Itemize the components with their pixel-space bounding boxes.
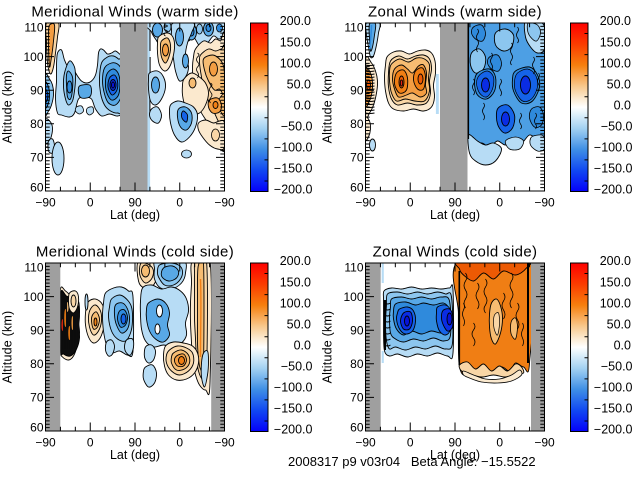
svg-text:2008317 p9 v03r04 Beta Angle: 2008317 p9 v03r04 Beta Angle: −15.5522 [288, 454, 536, 469]
svg-text:−150.0: −150.0 [274, 402, 313, 416]
svg-text:80: 80 [30, 117, 44, 131]
svg-text:90: 90 [128, 196, 142, 210]
svg-text:0: 0 [87, 436, 94, 450]
svg-text:90: 90 [350, 324, 364, 338]
svg-text:−100.0: −100.0 [594, 381, 633, 395]
svg-text:Zonal Winds (cold side): Zonal Winds (cold side) [373, 244, 538, 261]
svg-text:100: 100 [23, 50, 43, 64]
svg-text:100: 100 [343, 50, 363, 64]
svg-text:80: 80 [350, 117, 364, 131]
svg-text:−200.0: −200.0 [274, 183, 313, 197]
svg-text:90: 90 [30, 324, 44, 338]
svg-text:90: 90 [30, 84, 44, 98]
svg-text:Lat (deg): Lat (deg) [430, 448, 480, 462]
svg-text:100.0: 100.0 [600, 56, 631, 70]
svg-text:−150.0: −150.0 [594, 162, 633, 176]
svg-text:−50.0: −50.0 [281, 360, 313, 374]
svg-text:90: 90 [448, 436, 462, 450]
svg-text:−90: −90 [35, 436, 56, 450]
svg-text:0: 0 [496, 196, 503, 210]
svg-text:100.0: 100.0 [280, 296, 311, 310]
svg-text:0.0: 0.0 [614, 338, 631, 352]
svg-text:50.0: 50.0 [607, 77, 631, 91]
svg-text:0.0: 0.0 [294, 99, 311, 113]
svg-text:−200.0: −200.0 [594, 183, 633, 197]
svg-text:0: 0 [176, 436, 183, 450]
svg-text:50.0: 50.0 [607, 317, 631, 331]
svg-text:Zonal Winds (warm side): Zonal Winds (warm side) [368, 4, 542, 21]
svg-text:Meridional Winds (cold side): Meridional Winds (cold side) [36, 244, 234, 261]
svg-text:−90: −90 [355, 196, 376, 210]
svg-text:0: 0 [496, 436, 503, 450]
svg-text:−150.0: −150.0 [594, 402, 633, 416]
svg-text:Altitude (km): Altitude (km) [321, 71, 335, 144]
svg-text:150.0: 150.0 [600, 35, 631, 49]
svg-text:−90: −90 [355, 436, 376, 450]
svg-text:−90: −90 [35, 196, 56, 210]
svg-text:60: 60 [350, 180, 364, 194]
svg-text:100: 100 [23, 290, 43, 304]
svg-text:150.0: 150.0 [600, 275, 631, 289]
svg-text:200.0: 200.0 [600, 254, 631, 268]
svg-text:110: 110 [344, 20, 363, 34]
svg-text:0: 0 [407, 196, 414, 210]
svg-text:50.0: 50.0 [287, 317, 311, 331]
svg-text:60: 60 [30, 420, 44, 434]
svg-text:90: 90 [128, 436, 142, 450]
svg-text:−90: −90 [534, 436, 555, 450]
svg-text:Meridional Winds (warm side): Meridional Winds (warm side) [31, 4, 238, 21]
svg-text:60: 60 [30, 180, 44, 194]
svg-text:Lat (deg): Lat (deg) [110, 208, 160, 222]
svg-text:60: 60 [350, 420, 364, 434]
svg-text:Altitude (km): Altitude (km) [1, 311, 15, 384]
svg-text:200.0: 200.0 [280, 254, 311, 268]
svg-text:70: 70 [350, 391, 364, 405]
svg-text:100.0: 100.0 [600, 296, 631, 310]
svg-text:70: 70 [350, 151, 364, 165]
svg-text:−100.0: −100.0 [274, 381, 313, 395]
svg-text:70: 70 [30, 391, 44, 405]
svg-text:−200.0: −200.0 [274, 423, 313, 437]
svg-text:100.0: 100.0 [280, 56, 311, 70]
svg-text:200.0: 200.0 [600, 14, 631, 28]
svg-text:100: 100 [343, 290, 363, 304]
svg-text:−200.0: −200.0 [594, 423, 633, 437]
svg-text:110: 110 [24, 260, 43, 274]
svg-text:Lat (deg): Lat (deg) [110, 448, 160, 462]
svg-text:Altitude (km): Altitude (km) [1, 71, 15, 144]
svg-text:150.0: 150.0 [280, 35, 311, 49]
svg-text:110: 110 [24, 20, 43, 34]
svg-text:0: 0 [176, 196, 183, 210]
svg-text:−90: −90 [214, 196, 235, 210]
svg-text:−50.0: −50.0 [281, 120, 313, 134]
svg-text:Altitude (km): Altitude (km) [321, 311, 335, 384]
svg-text:90: 90 [350, 84, 364, 98]
svg-text:−50.0: −50.0 [601, 120, 633, 134]
svg-text:150.0: 150.0 [280, 275, 311, 289]
svg-text:80: 80 [350, 357, 364, 371]
svg-text:0.0: 0.0 [294, 338, 311, 352]
svg-text:90: 90 [448, 196, 462, 210]
svg-text:−50.0: −50.0 [601, 360, 633, 374]
svg-text:0: 0 [87, 196, 94, 210]
svg-text:110: 110 [344, 260, 363, 274]
svg-text:−150.0: −150.0 [274, 162, 313, 176]
svg-text:−100.0: −100.0 [274, 141, 313, 155]
svg-text:50.0: 50.0 [287, 77, 311, 91]
svg-text:−90: −90 [214, 436, 235, 450]
svg-text:70: 70 [30, 151, 44, 165]
svg-text:80: 80 [30, 357, 44, 371]
svg-text:Lat (deg): Lat (deg) [430, 208, 480, 222]
svg-text:−90: −90 [534, 196, 555, 210]
svg-text:200.0: 200.0 [280, 14, 311, 28]
svg-text:−100.0: −100.0 [594, 141, 633, 155]
svg-text:0: 0 [407, 436, 414, 450]
svg-text:0.0: 0.0 [614, 99, 631, 113]
